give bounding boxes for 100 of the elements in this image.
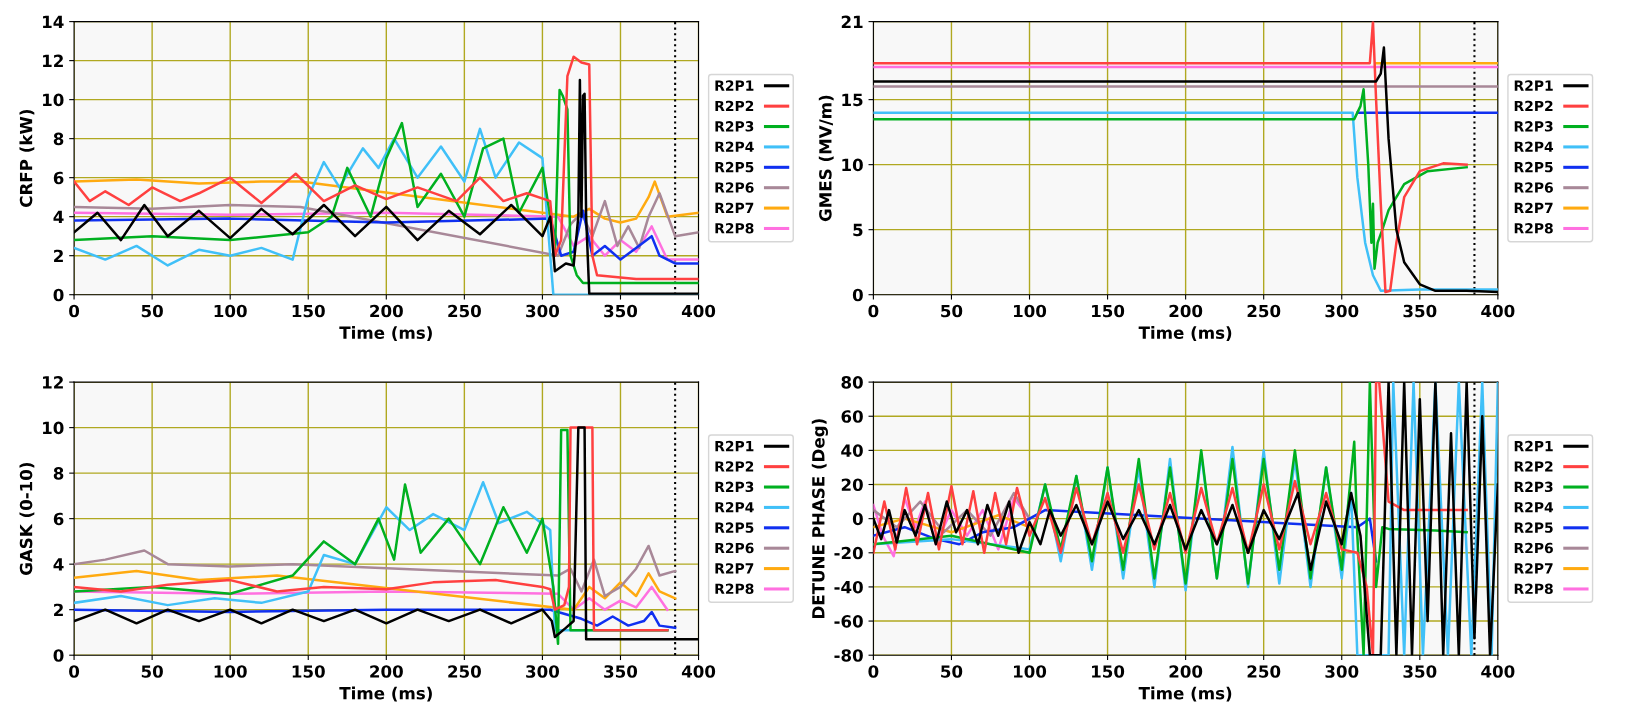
x-tick-label: 350 xyxy=(1403,304,1437,318)
x-tick-label: 0 xyxy=(69,304,80,318)
x-tick-label: 300 xyxy=(526,304,560,318)
x-tick-label: 200 xyxy=(370,304,403,318)
y-tick-label: 20 xyxy=(841,478,863,492)
y-tick-label: 10 xyxy=(842,158,863,172)
legend-label: R2P4 xyxy=(1514,141,1554,152)
x-tick-label: 50 xyxy=(941,665,963,678)
y-tick-label: 12 xyxy=(43,54,63,67)
x-tick-label: 150 xyxy=(1092,304,1125,318)
x-tick-label: 300 xyxy=(1325,665,1359,678)
x-tick-label: 0 xyxy=(69,665,80,678)
y-tick-label: 8 xyxy=(53,132,64,146)
y-tick-label: -80 xyxy=(834,649,863,662)
line-series xyxy=(74,569,677,611)
x-tick-label: 250 xyxy=(1247,665,1281,678)
legend-label: R2P5 xyxy=(1514,161,1553,173)
x-axis-title: Time (ms) xyxy=(1138,326,1232,341)
legend-label: R2P3 xyxy=(1514,481,1553,493)
y-tick-label: -20 xyxy=(834,546,863,560)
x-tick-label: 350 xyxy=(604,304,638,318)
legend-label: R2P3 xyxy=(715,481,754,493)
x-tick-label: 400 xyxy=(1481,665,1515,678)
y-tick-label: 0 xyxy=(53,649,64,662)
legend-label: R2P6 xyxy=(1514,542,1553,554)
x-tick-label: 400 xyxy=(681,304,716,318)
legend-label: R2P6 xyxy=(715,182,754,193)
x-axis-title: Time (ms) xyxy=(1138,686,1232,702)
x-tick-label: 100 xyxy=(214,665,247,678)
y-tick-label: 5 xyxy=(853,223,863,237)
y-tick-label: 10 xyxy=(43,93,64,107)
x-tick-label: 150 xyxy=(292,665,325,678)
x-tick-label: 150 xyxy=(292,304,325,318)
x-tick-label: 350 xyxy=(604,665,638,678)
legend-label: R2P6 xyxy=(715,542,754,554)
x-tick-label: 400 xyxy=(1481,304,1515,318)
y-tick-label: 4 xyxy=(53,558,64,571)
x-tick-label: 100 xyxy=(1013,665,1047,678)
y-tick-label: 40 xyxy=(841,444,863,457)
y-tick-label: 8 xyxy=(53,467,64,480)
y-tick-label: 6 xyxy=(53,171,64,185)
y-tick-label: 12 xyxy=(43,376,63,389)
legend-label: R2P2 xyxy=(1514,100,1553,112)
x-tick-label: 100 xyxy=(1013,304,1047,318)
legend-label: R2P3 xyxy=(1514,121,1553,132)
legend-label: R2P5 xyxy=(715,522,754,533)
x-tick-label: 200 xyxy=(370,665,403,678)
y-tick-label: 6 xyxy=(53,512,64,526)
x-tick-label: 100 xyxy=(214,304,247,318)
legend-label: R2P7 xyxy=(1514,563,1553,574)
legend-label: R2P5 xyxy=(715,161,754,173)
x-tick-label: 200 xyxy=(1169,304,1203,318)
legend-label: R2P8 xyxy=(715,223,754,234)
legend-label: R2P6 xyxy=(1514,182,1553,193)
y-axis-title: GMES (MV/m) xyxy=(818,95,834,222)
x-tick-label: 0 xyxy=(868,665,879,678)
x-tick-label: 250 xyxy=(448,665,481,678)
legend-label: R2P2 xyxy=(1514,461,1553,472)
legend-label: R2P4 xyxy=(715,501,754,513)
legend-label: R2P8 xyxy=(1514,583,1553,595)
legend-label: R2P8 xyxy=(1514,223,1553,234)
legend-label: R2P2 xyxy=(715,100,754,112)
x-tick-label: 0 xyxy=(868,304,879,318)
legend-label: R2P5 xyxy=(1514,522,1553,533)
line-series xyxy=(74,55,699,281)
legend-label: R2P4 xyxy=(1514,501,1554,513)
x-tick-label: 50 xyxy=(141,665,163,678)
legend-label: R2P1 xyxy=(1514,440,1553,452)
y-tick-label: 0 xyxy=(852,512,863,526)
y-axis-title: GASK (0-10) xyxy=(19,462,35,575)
legend-label: R2P4 xyxy=(715,141,754,152)
legend-label: R2P7 xyxy=(715,202,754,213)
y-axis-title: CRFP (kW) xyxy=(19,110,35,207)
legend-label: R2P7 xyxy=(715,563,754,574)
x-axis-title: Time (ms) xyxy=(339,686,432,702)
x-tick-label: 50 xyxy=(141,304,163,318)
x-tick-label: 50 xyxy=(941,304,963,318)
y-tick-label: 10 xyxy=(43,421,64,435)
y-tick-label: -60 xyxy=(834,615,863,628)
y-tick-label: -40 xyxy=(834,580,863,594)
y-tick-label: 15 xyxy=(842,93,863,107)
y-axis-title: DETUNE PHASE (Deg) xyxy=(811,419,828,619)
legend-label: R2P3 xyxy=(715,121,754,132)
x-tick-label: 300 xyxy=(1325,304,1359,318)
x-tick-label: 300 xyxy=(526,665,560,678)
legend-label: R2P7 xyxy=(1514,202,1553,213)
x-tick-label: 150 xyxy=(1092,665,1125,678)
y-tick-label: 0 xyxy=(852,288,863,302)
line-series xyxy=(873,87,1468,270)
x-tick-label: 250 xyxy=(1247,304,1281,318)
y-tick-label: 60 xyxy=(841,410,863,423)
y-tick-label: 21 xyxy=(841,15,863,28)
legend-label: R2P2 xyxy=(715,461,754,472)
y-tick-label: 4 xyxy=(53,210,64,224)
line-series xyxy=(74,544,677,598)
x-tick-label: 200 xyxy=(1169,665,1203,678)
y-tick-label: 2 xyxy=(54,249,63,263)
legend-label: R2P8 xyxy=(715,583,754,595)
legend-label: R2P1 xyxy=(715,440,754,452)
legend-label: R2P1 xyxy=(715,80,754,91)
